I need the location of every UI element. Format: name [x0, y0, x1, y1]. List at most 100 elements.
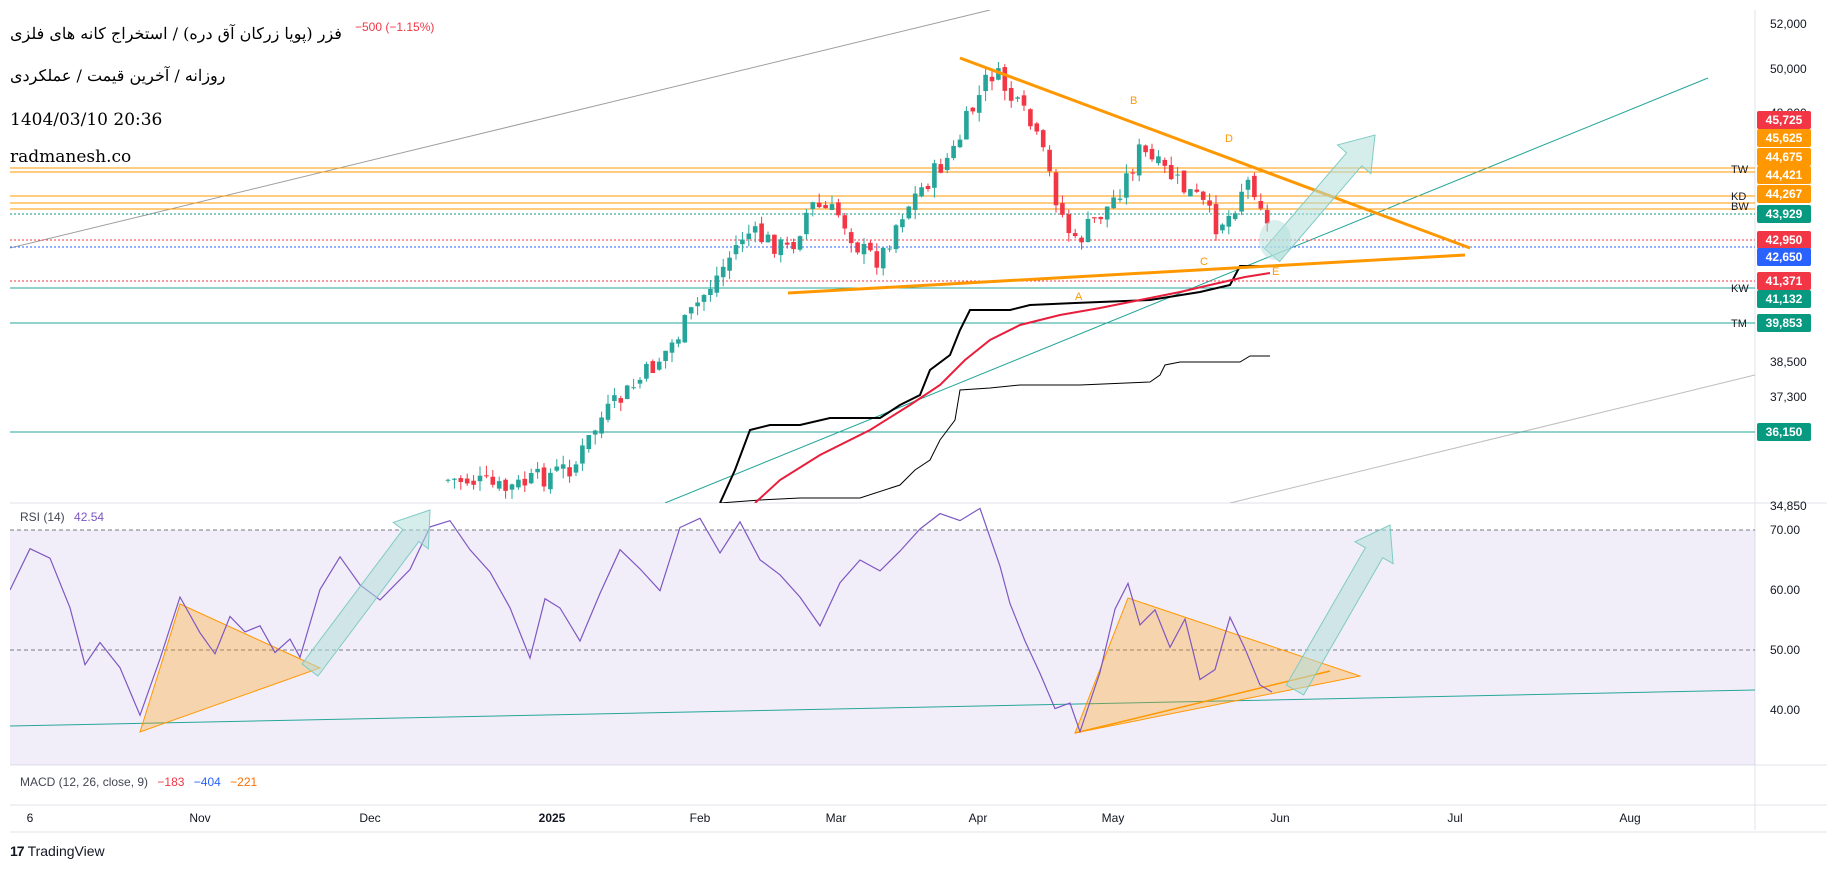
price-tag-label: 44,421: [1766, 168, 1803, 182]
candle: [477, 475, 483, 482]
rsi-tick: 60.00: [1770, 583, 1800, 597]
price-tag-bg: [1757, 166, 1811, 184]
candle: [1079, 237, 1084, 243]
candle: [1143, 145, 1148, 153]
candle: [1175, 174, 1180, 176]
candle: [548, 472, 553, 490]
tradingview-brand[interactable]: 17 TradingView: [10, 843, 105, 859]
candle: [503, 479, 508, 491]
candle: [816, 202, 822, 208]
price-tick: 34,850: [1770, 499, 1807, 513]
rsi-triangle-right-base: [1074, 670, 1331, 734]
candle: [1072, 233, 1078, 237]
chart-subtitle: روزانه / آخرین قیمت / عملکردی: [10, 66, 226, 85]
candle: [1066, 214, 1072, 234]
time-tick: Dec: [359, 811, 380, 825]
candle: [1117, 198, 1123, 200]
triangle-upper-line: [959, 56, 1471, 250]
time-tick: May: [1102, 811, 1125, 825]
candle: [804, 212, 809, 235]
candle: [810, 202, 816, 209]
price-tag-bg: [1757, 272, 1811, 290]
candle: [791, 242, 796, 250]
rsi-arrow-right: [1285, 524, 1394, 696]
candle: [1258, 201, 1264, 209]
candle: [964, 110, 969, 140]
candle: [900, 219, 905, 228]
candle: [989, 76, 995, 82]
price-tag-bg: [1757, 290, 1811, 308]
candle: [708, 289, 713, 296]
candle: [592, 430, 598, 435]
price-tag-bg: [1757, 248, 1811, 266]
candle: [586, 435, 592, 450]
price-tag-label: 43,929: [1766, 207, 1803, 221]
price-tag-bg: [1757, 111, 1811, 129]
candle: [1220, 224, 1225, 231]
macd-legend[interactable]: MACD (12, 26, close, 9) −183 −404 −221: [20, 775, 263, 789]
candle: [1111, 197, 1116, 209]
price-tag-bg: [1757, 231, 1811, 249]
candle: [951, 145, 956, 159]
rsi-legend[interactable]: RSI (14) 42.54: [20, 510, 110, 524]
candle: [893, 225, 899, 250]
candle: [541, 467, 547, 487]
rsi-label: RSI (14): [20, 510, 65, 524]
candle: [823, 204, 828, 209]
candle: [682, 315, 688, 343]
time-tick: Jul: [1447, 811, 1462, 825]
candle: [1162, 159, 1168, 166]
time-tick: Nov: [189, 811, 210, 825]
price-tag-bg: [1757, 314, 1811, 332]
main-pane: A B C D E: [10, 10, 1755, 503]
candle: [528, 473, 534, 484]
candle: [970, 107, 976, 112]
price-tag-bg: [1757, 148, 1811, 166]
candle: [874, 251, 880, 268]
wave-label: E: [1272, 266, 1279, 278]
rsi-pane: [10, 507, 1755, 765]
candle: [1015, 97, 1020, 99]
candle: [471, 480, 476, 485]
candle: [650, 361, 656, 374]
ichimoku-base-line: [719, 265, 1270, 503]
time-tick: Mar: [826, 811, 847, 825]
candle: [445, 479, 451, 481]
level-tag: TM: [1731, 318, 1747, 330]
candle: [1200, 191, 1206, 200]
candle: [938, 164, 944, 173]
rsi-tick: 70.00: [1770, 523, 1800, 537]
candle: [1098, 216, 1104, 220]
candle: [829, 204, 835, 210]
candle: [663, 350, 668, 362]
candle: [637, 379, 643, 384]
candle: [727, 257, 732, 271]
candle: [695, 302, 700, 307]
candle: [676, 339, 681, 344]
candle: [599, 417, 604, 434]
candle: [880, 247, 886, 269]
candle: [490, 476, 496, 485]
triangle-lower-line: [787, 253, 1466, 295]
candle: [573, 464, 579, 473]
candle: [932, 163, 937, 188]
candle: [733, 245, 739, 255]
price-tick: 52,000: [1770, 17, 1807, 31]
macd-label: MACD (12, 26, close, 9): [20, 775, 149, 789]
candle: [746, 233, 752, 240]
candle: [1207, 200, 1212, 206]
candle: [1028, 109, 1033, 127]
candle: [919, 187, 924, 197]
rsi-line: [10, 507, 1273, 734]
candle: [944, 157, 950, 171]
candle: [624, 385, 630, 400]
candle: [842, 215, 848, 229]
site-watermark: radmanesh.co: [10, 147, 132, 167]
candle: [1226, 215, 1232, 227]
candle: [1213, 204, 1219, 235]
price-tag-bg: [1757, 185, 1811, 203]
moving-average-line: [754, 272, 1271, 503]
highlight-blob: [1259, 220, 1291, 260]
candles: [445, 61, 1270, 499]
